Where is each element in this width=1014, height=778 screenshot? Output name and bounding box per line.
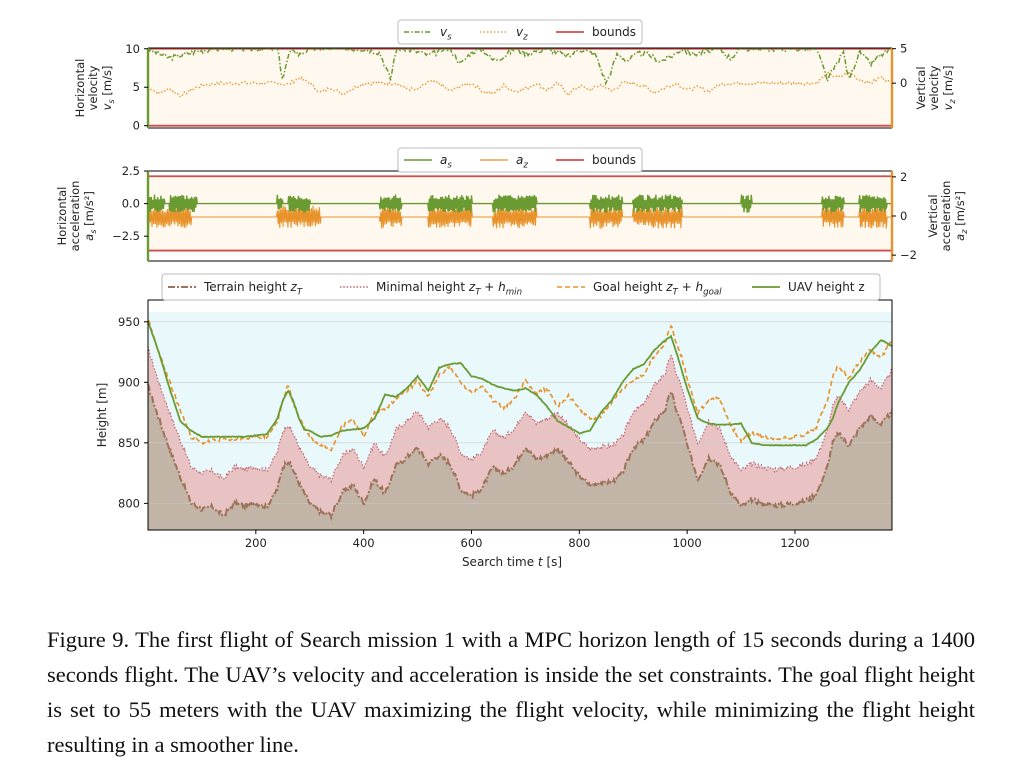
legend-label-goal: Goal height zT​ + hgoal​ <box>593 280 722 297</box>
legend-label-uav: UAV height z <box>788 280 865 294</box>
velocity-right-tick-label: 5 <box>900 42 907 56</box>
acceleration-panel: −2.50.02.5−202Horizontalaccelerationas​ … <box>55 147 969 262</box>
height-legend-box <box>161 273 881 301</box>
height-x-tick-label: 400 <box>353 536 375 550</box>
height-x-axis-label: Search time t [s] <box>462 555 562 569</box>
velocity-right-unit-label: vz​ [m/s] <box>941 66 957 111</box>
legend-label-bounds-2: bounds <box>592 153 636 167</box>
velocity-left-unit-label: vs​ [m/s] <box>100 66 116 111</box>
series-line-goal-height <box>147 319 893 452</box>
height-y-tick-label: 950 <box>118 315 140 329</box>
series-line-uav-height <box>147 321 893 447</box>
height-y-tick-label: 800 <box>118 496 140 510</box>
velocity-left-label-line: Horizontal <box>73 59 87 118</box>
height-y-axis-label: Height [m] <box>95 383 109 448</box>
acceleration-right-tick-label: 2 <box>900 170 907 184</box>
velocity-left-label-line: velocity <box>86 65 100 110</box>
acceleration-right-unit-label: az​ [m/s²] <box>953 191 969 241</box>
acceleration-legend: as​ az​ bounds <box>397 147 643 173</box>
series-line-vs <box>147 46 893 86</box>
acceleration-legend-box <box>397 147 643 173</box>
velocity-legend: vs​ vz​ bounds <box>397 19 643 45</box>
series-line-terrain <box>147 383 893 522</box>
acceleration-right-label-line: acceleration <box>939 181 953 252</box>
series-line-as <box>147 194 892 213</box>
height-x-tick-label: 1000 <box>672 536 701 550</box>
velocity-right-label-line: Vertical <box>914 66 928 109</box>
velocity-left-tick-label: 10 <box>125 42 140 56</box>
legend-label-vz: vz​ <box>516 25 528 42</box>
acceleration-left-tick-label: 2.5 <box>122 164 140 178</box>
legend-label-az: az​ <box>516 153 528 170</box>
legend-label-terrain: Terrain height zT​ <box>203 280 303 297</box>
velocity-left-tick-label: 5 <box>133 80 140 94</box>
figure-caption: Figure 9. The first flight of Search mis… <box>47 627 975 757</box>
acceleration-right-tick-label: −2 <box>900 248 917 262</box>
height-x-tick-label: 600 <box>461 536 483 550</box>
height-x-tick-label: 1200 <box>780 536 809 550</box>
acceleration-left-label-line: acceleration <box>68 181 82 252</box>
velocity-legend-box <box>397 19 643 45</box>
acceleration-left-tick-label: 0.0 <box>122 197 140 211</box>
acceleration-left-tick-label: −2.5 <box>112 229 140 243</box>
legend-label-minimal: Minimal height zT​ + hmin​ <box>376 280 522 297</box>
legend-label-vs: vs​ <box>440 25 452 42</box>
height-x-tick-label: 200 <box>245 536 267 550</box>
acceleration-right-tick-label: 0 <box>900 209 907 223</box>
acceleration-right-label-line: Vertical <box>926 194 940 237</box>
legend-label-bounds: bounds <box>592 25 636 39</box>
height-y-tick-label: 900 <box>118 375 140 389</box>
velocity-feasible-region <box>148 48 892 126</box>
series-line-vz <box>147 70 893 98</box>
acceleration-left-label-line: Horizontal <box>55 187 69 246</box>
velocity-right-tick-label: 0 <box>900 76 907 90</box>
height-panel: 800 850 900 950 200 400 600 800 1000 1200 Search t… <box>95 273 893 569</box>
height-y-tick-label: 850 <box>118 436 140 450</box>
legend-label-as: as​ <box>440 153 452 170</box>
velocity-right-label-line: velocity <box>927 65 941 110</box>
height-x-tick-label: 800 <box>568 536 590 550</box>
height-legend: Terrain height zT​ Minimal height zT​ + h… <box>161 273 881 301</box>
acceleration-left-unit-label: as​ [m/s²] <box>82 191 98 241</box>
series-line-minimal-height <box>147 346 893 484</box>
velocity-left-tick-label: 0 <box>133 119 140 133</box>
